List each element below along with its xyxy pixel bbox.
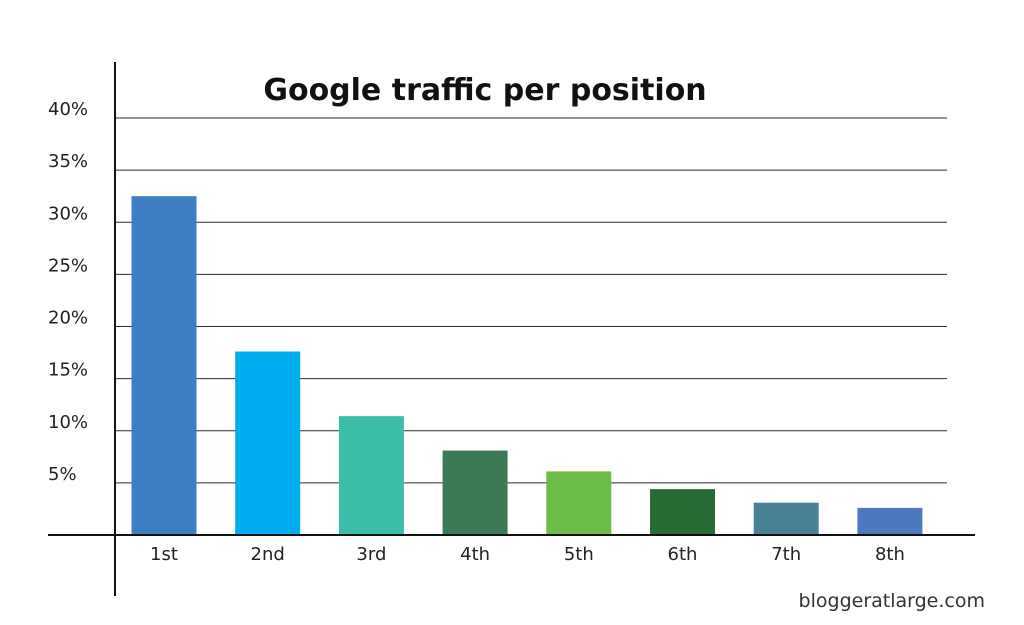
x-tick-label: 1st (150, 544, 178, 565)
bar-7th (753, 502, 819, 535)
x-tick-label: 4th (460, 544, 490, 565)
bar-5th (546, 471, 612, 535)
y-tick-label: 10% (48, 412, 88, 433)
x-tick-labels: 1st 2nd 3rd 4th 5th 6th 7th 8th (150, 544, 905, 565)
chart-title: Google traffic per position (263, 73, 706, 108)
y-tick-label: 40% (48, 99, 88, 120)
y-tick-label: 25% (48, 255, 88, 276)
x-tick-label: 7th (771, 544, 801, 565)
x-tick-label: 5th (564, 544, 594, 565)
bar-8th (857, 507, 923, 535)
bar-3rd (338, 416, 404, 535)
y-tick-label: 15% (48, 360, 88, 381)
source-label: bloggeratlarge.com (799, 590, 985, 612)
y-tick-label: 30% (48, 203, 88, 224)
y-tick-label: 5% (48, 464, 77, 485)
bar-6th (650, 489, 715, 535)
x-tick-label: 8th (875, 544, 905, 565)
x-tick-label: 6th (668, 544, 698, 565)
y-tick-label: 35% (48, 151, 88, 172)
bar-2nd (235, 351, 301, 535)
y-tick-labels: 5% 10% 15% 20% 25% 30% 35% 40% (48, 99, 88, 485)
x-tick-label: 3rd (356, 544, 386, 565)
y-tick-label: 20% (48, 308, 88, 329)
bar-1st (131, 196, 197, 535)
bars-group (131, 196, 923, 535)
x-tick-label: 2nd (251, 544, 285, 565)
bar-4th (442, 450, 508, 535)
